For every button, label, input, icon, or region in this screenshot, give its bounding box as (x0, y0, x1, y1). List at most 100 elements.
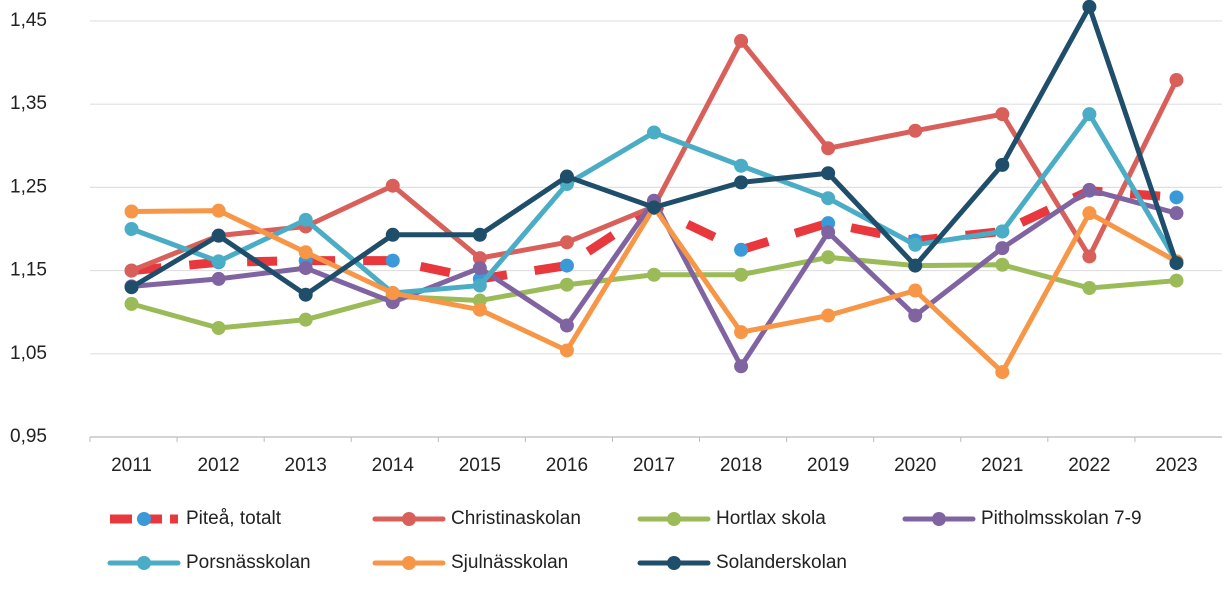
data-point (1082, 249, 1097, 264)
data-point (995, 257, 1010, 272)
legend-marker (137, 556, 151, 570)
data-point (472, 251, 487, 266)
data-point (298, 245, 313, 260)
legend-marker (667, 556, 681, 570)
data-point (472, 261, 487, 276)
data-point (298, 261, 313, 276)
x-tick-label: 2016 (546, 455, 588, 476)
legend-label: Porsnässkolan (186, 552, 311, 573)
y-tick-label: 1,45 (10, 10, 47, 31)
x-tick-label: 2013 (285, 455, 327, 476)
data-point (1082, 107, 1097, 122)
data-point (1082, 182, 1097, 197)
data-point (1169, 190, 1184, 205)
data-point (908, 237, 923, 252)
legend-marker (402, 512, 416, 526)
data-point (734, 33, 749, 48)
y-tick-label: 1,15 (10, 260, 47, 281)
x-tick-label: 2017 (633, 455, 675, 476)
x-tick-label: 2012 (197, 455, 239, 476)
data-point (995, 157, 1010, 172)
legend-marker (667, 512, 681, 526)
data-point (1082, 0, 1097, 14)
data-point (1169, 256, 1184, 271)
data-point (559, 343, 574, 358)
data-point (211, 228, 226, 243)
data-point (734, 359, 749, 374)
x-tick-label: 2023 (1155, 455, 1197, 476)
data-point (734, 325, 749, 340)
data-point (647, 125, 661, 140)
y-tick-label: 1,25 (10, 176, 47, 197)
x-tick-label: 2015 (459, 455, 501, 476)
legend-marker (932, 512, 946, 526)
data-point (559, 235, 574, 250)
data-point (821, 308, 836, 323)
data-point (559, 318, 574, 333)
data-point (734, 158, 749, 173)
legend-label: Piteå, totalt (186, 508, 282, 529)
data-point (298, 312, 313, 327)
series (124, 250, 1184, 335)
data-point (124, 280, 139, 295)
data-point (1169, 273, 1184, 288)
data-point (472, 302, 487, 317)
data-point (821, 225, 836, 240)
legend-marker (402, 556, 416, 570)
data-point (298, 287, 313, 302)
y-tick-label: 1,05 (10, 343, 47, 364)
data-point (211, 320, 226, 335)
data-point (908, 283, 923, 298)
y-tick-label: 0,95 (10, 426, 47, 447)
data-point (211, 254, 226, 269)
data-point (1082, 281, 1097, 296)
data-point (647, 200, 661, 215)
data-point (734, 242, 749, 257)
data-point (908, 258, 923, 273)
data-point (298, 212, 313, 227)
data-point (124, 221, 139, 236)
x-tick-label: 2022 (1068, 455, 1110, 476)
data-point (124, 263, 139, 278)
data-point (821, 166, 836, 181)
data-point (124, 296, 139, 311)
x-tick-label: 2021 (981, 455, 1023, 476)
series-line (129, 204, 1179, 375)
data-point (385, 227, 400, 242)
data-point (124, 204, 139, 219)
data-point (821, 141, 836, 156)
data-point (908, 308, 923, 323)
x-tick-label: 2020 (894, 455, 936, 476)
data-point (211, 203, 226, 218)
x-tick-label: 2014 (372, 455, 415, 476)
data-point (734, 267, 749, 282)
data-point (1169, 73, 1184, 88)
data-point (821, 191, 836, 206)
legend-marker (137, 512, 151, 526)
data-point (995, 241, 1010, 256)
data-point (734, 175, 749, 190)
x-tick-label: 2019 (807, 455, 849, 476)
data-point (995, 224, 1010, 239)
data-point (995, 365, 1010, 380)
y-tick-label: 1,35 (10, 93, 47, 114)
data-point (995, 107, 1010, 122)
data-point (385, 178, 400, 193)
data-point (908, 123, 923, 138)
data-point (559, 169, 574, 184)
data-point (559, 277, 574, 292)
data-point (1082, 206, 1097, 221)
series-line (129, 4, 1179, 298)
legend-label: Solanderskolan (716, 552, 847, 573)
data-point (821, 250, 836, 265)
data-point (559, 258, 574, 273)
legend-label: Sjulnässkolan (451, 552, 568, 573)
data-point (385, 286, 400, 301)
series (124, 0, 1184, 302)
data-point (211, 271, 226, 286)
legend-label: Christinaskolan (451, 508, 581, 529)
data-point (472, 278, 487, 293)
legend-label: Hortlax skola (716, 508, 826, 529)
data-point (647, 267, 661, 282)
